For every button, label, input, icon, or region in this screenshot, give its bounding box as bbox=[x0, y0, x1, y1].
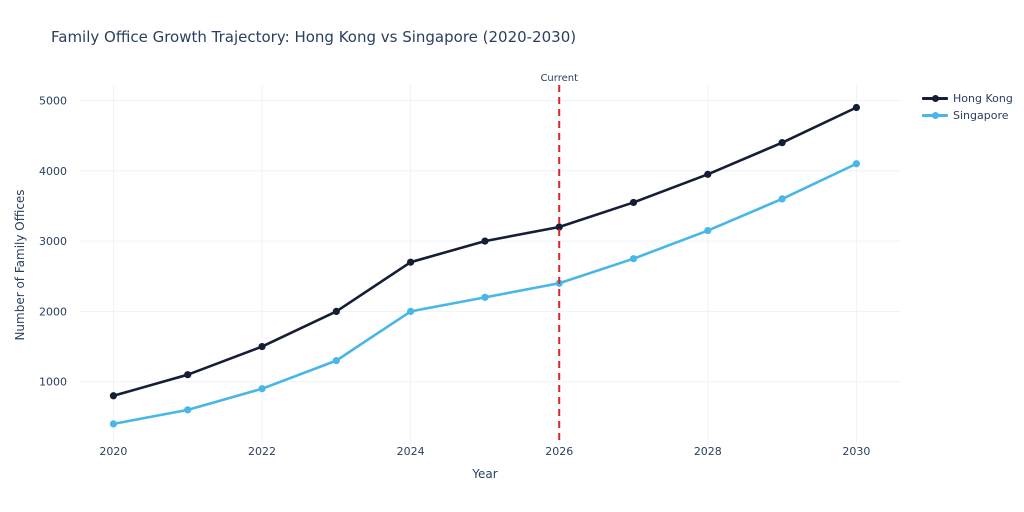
legend-item-hong-kong[interactable]: Hong Kong bbox=[922, 90, 1013, 106]
data-point-singapore bbox=[778, 195, 786, 203]
legend[interactable]: Hong Kong Singapore bbox=[922, 90, 1013, 124]
x-axis-title: Year bbox=[472, 467, 498, 481]
data-point-singapore bbox=[258, 385, 266, 393]
legend-label-hong-kong: Hong Kong bbox=[953, 91, 1013, 105]
x-tick-label: 2024 bbox=[397, 445, 425, 458]
data-point-hong-kong bbox=[481, 237, 489, 245]
data-point-hong-kong bbox=[184, 371, 192, 379]
x-tick-label: 2020 bbox=[99, 445, 127, 458]
y-axis-title: Number of Family Offices bbox=[13, 189, 27, 341]
data-point-hong-kong bbox=[258, 342, 266, 351]
current-marker-label: Current bbox=[540, 73, 578, 84]
y-tick-label: 1000 bbox=[39, 376, 67, 389]
legend-swatch-singapore bbox=[922, 110, 948, 120]
chart-title: Family Office Growth Trajectory: Hong Ko… bbox=[51, 28, 577, 46]
legend-item-singapore[interactable]: Singapore bbox=[922, 107, 1013, 123]
data-point-hong-kong bbox=[407, 258, 415, 266]
x-tick-label: 2022 bbox=[248, 445, 276, 458]
x-tick-label: 2028 bbox=[694, 445, 722, 458]
x-tick-label: 2026 bbox=[545, 445, 573, 458]
y-tick-label: 3000 bbox=[39, 235, 67, 248]
y-tick-label: 2000 bbox=[39, 305, 67, 318]
data-point-hong-kong bbox=[778, 139, 786, 147]
data-point-hong-kong bbox=[109, 392, 118, 400]
series-line-hong-kong bbox=[113, 106, 857, 398]
data-point-hong-kong bbox=[629, 198, 638, 207]
data-point-hong-kong bbox=[852, 103, 861, 112]
x-tick-label: 2030 bbox=[842, 445, 870, 458]
data-point-singapore bbox=[481, 293, 489, 301]
y-tick-label: 5000 bbox=[39, 94, 67, 107]
data-point-singapore bbox=[109, 420, 118, 428]
data-point-singapore bbox=[184, 406, 192, 414]
data-point-singapore bbox=[407, 307, 415, 316]
data-point-singapore bbox=[704, 226, 712, 235]
data-point-hong-kong bbox=[332, 307, 340, 316]
legend-label-singapore: Singapore bbox=[953, 108, 1009, 122]
data-point-hong-kong bbox=[555, 223, 563, 231]
data-point-singapore bbox=[332, 357, 340, 365]
y-tick-label: 4000 bbox=[39, 165, 67, 178]
data-point-hong-kong bbox=[704, 170, 712, 178]
data-point-singapore bbox=[852, 160, 861, 168]
data-point-singapore bbox=[629, 255, 638, 263]
legend-swatch-hong-kong bbox=[922, 93, 948, 103]
